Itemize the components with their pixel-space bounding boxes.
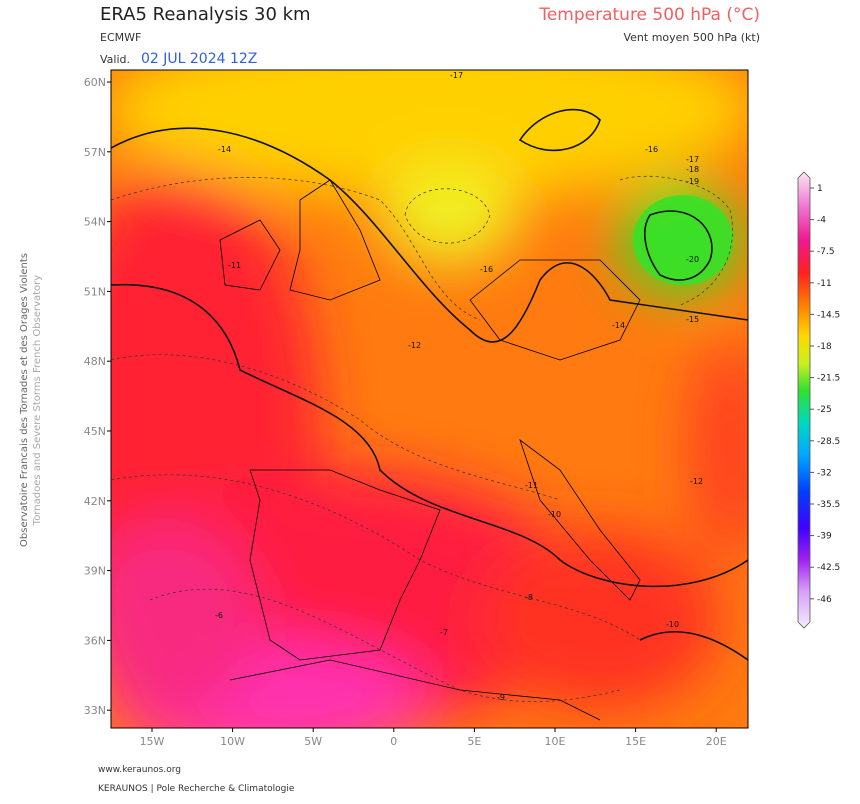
valid-label: Valid.	[100, 53, 130, 66]
colorbar-label: -46	[817, 595, 832, 605]
contour-label: -14	[612, 321, 625, 330]
coastlines	[219, 179, 641, 721]
contour-label: -14	[218, 145, 231, 154]
footer-site: www.keraunos.org	[98, 765, 181, 775]
colorbar-label: 1	[817, 184, 823, 194]
colorbar-label: -28.5	[817, 437, 840, 447]
contour-label: -9	[497, 693, 505, 702]
contour-label: -11	[228, 261, 241, 270]
colorbar-label: -4	[817, 216, 826, 226]
contour-label: -19	[686, 177, 699, 186]
side-text-en: Tornadoes and Severe Storms French Obser…	[32, 275, 43, 526]
lat-label: 33N	[84, 704, 106, 717]
lon-label: 0	[390, 735, 397, 748]
lat-label: 57N	[84, 146, 106, 159]
isotherms	[111, 108, 748, 661]
parameter: Temperature 500 hPa (°C)	[538, 5, 760, 25]
lon-label: 10E	[545, 735, 566, 748]
lat-label: 42N	[84, 495, 106, 508]
valid-date: 02 JUL 2024 12Z	[141, 51, 257, 67]
contour-label: -16	[480, 265, 493, 274]
colorbar-label: -42.5	[817, 563, 840, 573]
colorbar-label: -35.5	[817, 500, 840, 510]
lat-label: 54N	[84, 216, 106, 229]
lon-label: 20E	[706, 735, 727, 748]
lon-label: 15E	[625, 735, 646, 748]
model: ECMWF	[100, 31, 141, 44]
contour-label: -17	[450, 71, 463, 80]
side-text-fr: Observatoire Francais des Tornades et de…	[19, 253, 30, 547]
footer-org: KERAUNOS | Pole Recherche & Climatologie	[98, 784, 295, 794]
lon-label: 15W	[140, 735, 165, 748]
map-field	[111, 70, 748, 728]
colorbar-label: -14.5	[817, 310, 840, 320]
contour-label: -12	[408, 341, 421, 350]
contour-label: -16	[645, 145, 658, 154]
colorbar-label: -7.5	[817, 247, 835, 257]
lat-label: 51N	[84, 285, 106, 298]
contour-label: -20	[686, 255, 699, 264]
contour-label: -10	[548, 510, 561, 519]
contour-label: -17	[686, 155, 699, 164]
title: ERA5 Reanalysis 30 km	[100, 4, 311, 25]
contour-label: -12	[690, 477, 703, 486]
lat-label: 45N	[84, 425, 106, 438]
lat-label: 48N	[84, 355, 106, 368]
lon-label: 10W	[220, 735, 245, 748]
dashed-isotherms	[111, 175, 733, 702]
colorbar-label: -21.5	[817, 374, 840, 384]
contour-label: -11	[525, 481, 538, 490]
contour-label: -7	[440, 628, 448, 637]
lat-label: 60N	[84, 76, 106, 89]
colorbar-label: -32	[817, 468, 832, 478]
lat-label: 39N	[84, 565, 106, 578]
colorbar-label: -18	[817, 342, 832, 352]
colorbar	[797, 171, 811, 629]
colorbar-label: -25	[817, 405, 832, 415]
contour-label: -18	[686, 165, 699, 174]
contour-label: -6	[215, 611, 223, 620]
map-frame	[110, 69, 749, 729]
colorbar-label: -11	[817, 279, 832, 289]
contour-label: -8	[525, 593, 533, 602]
contour-label: -15	[686, 315, 699, 324]
lat-label: 36N	[84, 634, 106, 647]
colorbar-label: -39	[817, 532, 832, 542]
lon-label: 5E	[467, 735, 481, 748]
subtitle: Vent moyen 500 hPa (kt)	[623, 31, 760, 44]
contour-label: -10	[666, 620, 679, 629]
lon-label: 5W	[304, 735, 322, 748]
